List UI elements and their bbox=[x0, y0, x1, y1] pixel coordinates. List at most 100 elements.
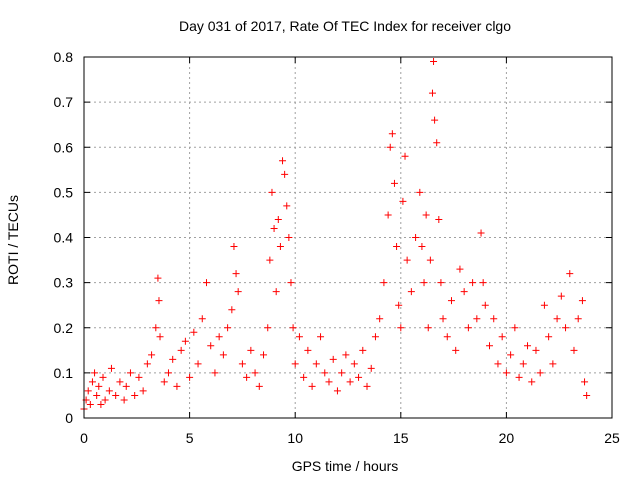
data-point bbox=[433, 139, 441, 147]
data-point bbox=[219, 351, 227, 359]
data-point bbox=[93, 391, 101, 399]
data-point bbox=[338, 369, 346, 377]
data-point bbox=[300, 373, 308, 381]
data-point bbox=[152, 324, 160, 332]
data-point bbox=[164, 369, 172, 377]
data-point bbox=[272, 288, 280, 296]
y-tick-label: 0.6 bbox=[54, 139, 74, 155]
data-point bbox=[524, 342, 532, 350]
data-point bbox=[418, 243, 426, 251]
data-point bbox=[578, 297, 586, 305]
data-point bbox=[88, 378, 96, 386]
data-point bbox=[581, 378, 589, 386]
x-tick-labels: 0 5 10 15 20 25 bbox=[80, 430, 620, 446]
data-point bbox=[532, 346, 540, 354]
data-point bbox=[198, 315, 206, 323]
x-tick-label: 15 bbox=[393, 430, 409, 446]
data-point bbox=[135, 373, 143, 381]
data-point bbox=[479, 279, 487, 287]
plot-frame bbox=[83, 56, 613, 419]
data-point bbox=[407, 288, 415, 296]
data-point bbox=[238, 360, 246, 368]
data-point bbox=[112, 391, 120, 399]
y-tick-label: 0.4 bbox=[54, 230, 74, 246]
data-point bbox=[363, 382, 371, 390]
data-point bbox=[386, 143, 394, 151]
y-tick-label: 0.7 bbox=[54, 94, 74, 110]
data-point bbox=[207, 342, 215, 350]
data-point bbox=[274, 215, 282, 223]
data-point bbox=[355, 373, 363, 381]
data-point bbox=[494, 360, 502, 368]
data-point bbox=[376, 315, 384, 323]
x-tick-label: 5 bbox=[186, 430, 194, 446]
x-tick-label: 0 bbox=[80, 430, 88, 446]
x-axis-label: GPS time / hours bbox=[292, 458, 399, 474]
data-point bbox=[268, 188, 276, 196]
data-point bbox=[276, 243, 284, 251]
data-point bbox=[154, 274, 162, 282]
x-tick-label: 20 bbox=[499, 430, 515, 446]
data-point bbox=[346, 378, 354, 386]
data-point bbox=[574, 315, 582, 323]
data-point bbox=[291, 360, 299, 368]
data-point bbox=[234, 288, 242, 296]
data-point bbox=[143, 360, 151, 368]
data-point bbox=[91, 369, 99, 377]
data-point bbox=[186, 373, 194, 381]
data-point bbox=[215, 333, 223, 341]
data-point bbox=[367, 364, 375, 372]
data-point bbox=[507, 351, 515, 359]
data-point bbox=[264, 324, 272, 332]
data-point bbox=[131, 391, 139, 399]
data-point bbox=[481, 301, 489, 309]
data-point bbox=[390, 179, 398, 187]
data-point bbox=[395, 301, 403, 309]
data-point bbox=[321, 369, 329, 377]
data-point bbox=[528, 378, 536, 386]
data-point bbox=[435, 215, 443, 223]
data-point bbox=[519, 360, 527, 368]
data-point bbox=[359, 346, 367, 354]
data-point bbox=[329, 355, 337, 363]
axis-ticks bbox=[83, 56, 613, 419]
y-tick-label: 0 bbox=[65, 410, 73, 426]
data-point bbox=[84, 387, 92, 395]
data-point bbox=[420, 279, 428, 287]
data-point bbox=[260, 351, 268, 359]
data-point bbox=[333, 387, 341, 395]
data-point bbox=[224, 324, 232, 332]
data-point bbox=[583, 391, 591, 399]
data-point bbox=[422, 211, 430, 219]
data-point bbox=[243, 373, 251, 381]
data-point bbox=[169, 355, 177, 363]
data-point bbox=[285, 234, 293, 241]
data-point bbox=[399, 197, 407, 205]
data-point bbox=[295, 333, 303, 341]
data-point bbox=[342, 351, 350, 359]
data-point bbox=[562, 324, 570, 332]
data-point bbox=[515, 373, 523, 381]
data-point bbox=[312, 360, 320, 368]
y-tick-labels: 0 0.1 0.2 0.3 0.4 0.5 0.6 0.7 0.8 bbox=[54, 49, 74, 426]
data-point bbox=[437, 279, 445, 287]
data-point bbox=[304, 346, 312, 354]
data-point bbox=[431, 116, 439, 124]
data-point bbox=[101, 396, 109, 404]
data-point bbox=[447, 297, 455, 305]
x-tick-label: 25 bbox=[604, 430, 620, 446]
y-tick-label: 0.5 bbox=[54, 184, 74, 200]
data-point bbox=[86, 400, 94, 408]
data-point bbox=[308, 382, 316, 390]
grid-lines bbox=[84, 57, 612, 418]
data-point bbox=[545, 333, 553, 341]
data-point bbox=[412, 234, 420, 241]
data-point bbox=[120, 396, 128, 404]
data-point bbox=[99, 373, 107, 381]
data-point bbox=[553, 315, 561, 323]
data-point bbox=[148, 351, 156, 359]
data-point bbox=[469, 279, 477, 287]
data-point bbox=[194, 360, 202, 368]
data-point bbox=[401, 152, 409, 160]
